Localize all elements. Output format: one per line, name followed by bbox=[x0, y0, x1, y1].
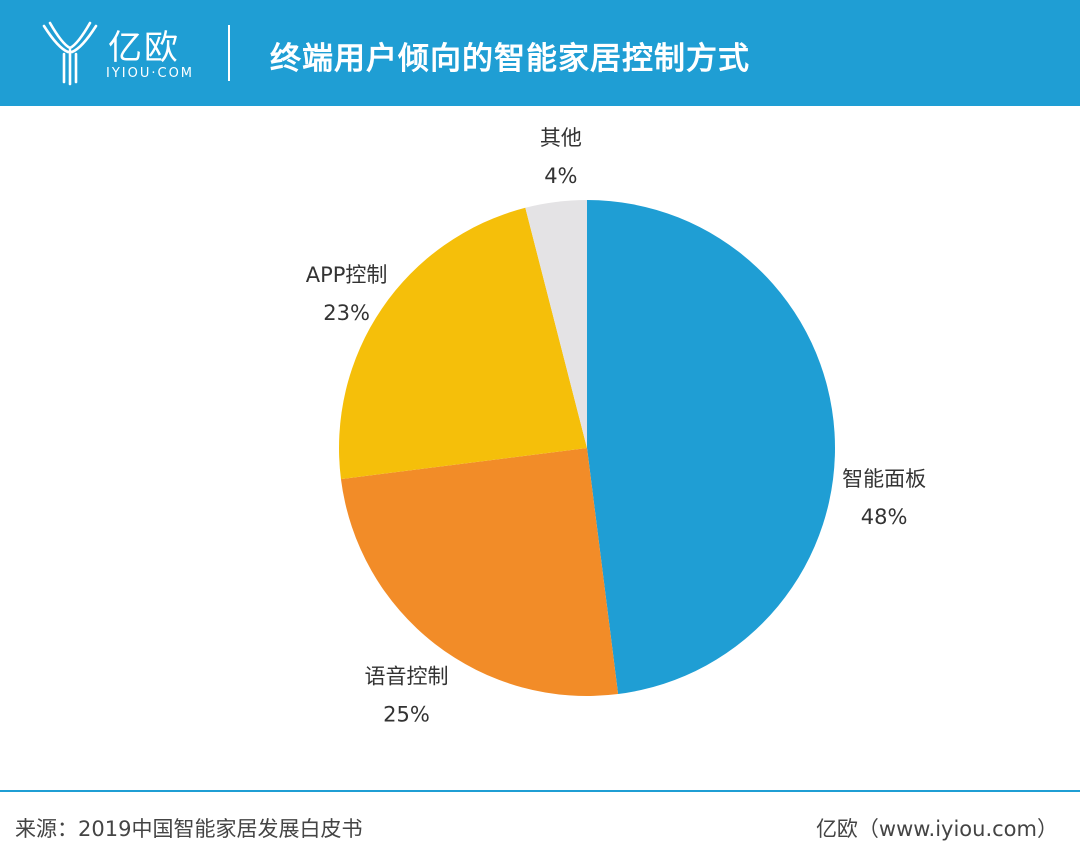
slice-value-label: 4% bbox=[544, 164, 577, 188]
page-title: 终端用户倾向的智能家居控制方式 bbox=[270, 41, 750, 77]
logo-name: 亿欧 bbox=[108, 28, 180, 68]
slice-value-label: 23% bbox=[323, 301, 370, 325]
logo-mark-icon bbox=[42, 21, 98, 86]
slice-label: 其他 bbox=[540, 126, 582, 150]
slice-label: APP控制 bbox=[306, 263, 388, 287]
slice-label: 语音控制 bbox=[364, 665, 448, 689]
logo: 亿欧 IYIOU·COM bbox=[40, 18, 210, 88]
header-banner: 亿欧 IYIOU·COM 终端用户倾向的智能家居控制方式 bbox=[0, 0, 1080, 106]
slice-value-label: 48% bbox=[861, 505, 908, 529]
credit-note: 亿欧（www.iyiou.com） bbox=[815, 817, 1058, 841]
slice-value-label: 25% bbox=[383, 703, 430, 727]
slice-label: 智能面板 bbox=[842, 467, 926, 491]
footer-divider bbox=[0, 790, 1080, 792]
pie-slice bbox=[340, 448, 619, 696]
logo-domain: IYIOU·COM bbox=[106, 66, 195, 81]
pie-slice bbox=[339, 207, 587, 480]
header-divider bbox=[228, 25, 230, 81]
source-note: 来源：2019中国智能家居发展白皮书 bbox=[15, 817, 363, 841]
pie-slice bbox=[587, 200, 836, 695]
pie-chart: 智能面板 48% 语音控制 25% APP控制 23% 其他 4% bbox=[306, 126, 926, 727]
pie-slice bbox=[525, 200, 587, 448]
